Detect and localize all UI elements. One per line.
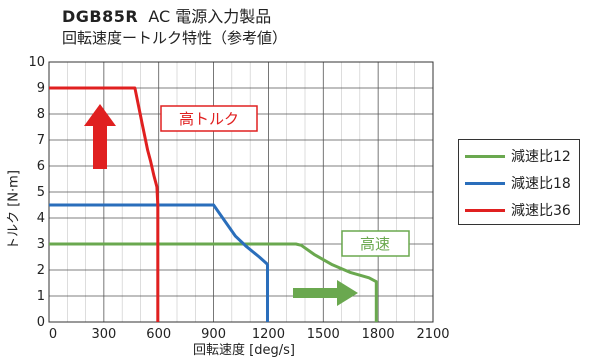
- legend-label-ratio12: 減速比12: [511, 149, 571, 165]
- y-tick-label: 0: [37, 315, 45, 330]
- high-speed-label-box: [341, 230, 410, 257]
- series-line-1: [49, 242, 378, 322]
- legend-label-ratio18: 減速比18: [511, 176, 571, 192]
- x-tick-label: 1200: [252, 327, 285, 342]
- y-tick-label: 10: [28, 55, 45, 70]
- model-name: DGB85R: [62, 7, 139, 26]
- legend-item-ratio18: 減速比18: [465, 171, 571, 195]
- y-tick-label: 7: [37, 133, 45, 148]
- x-tick-label: 300: [91, 327, 116, 342]
- legend-item-ratio12: 減速比12: [465, 144, 571, 168]
- y-tick-label: 6: [37, 159, 45, 174]
- high-torque-arrow: [84, 104, 116, 169]
- plot-frame: [48, 61, 434, 323]
- y-tick-label: 5: [37, 185, 45, 200]
- y-tick-label: 4: [37, 211, 45, 226]
- high-speed-arrow: [293, 280, 358, 306]
- y-tick-label: 2: [37, 263, 45, 278]
- chart-title: 回転速度ートルク特性（参考値）: [62, 29, 288, 47]
- high-torque-label: 高トルク: [179, 110, 239, 128]
- x-axis-label: 回転速度 [deg/s]: [193, 343, 295, 358]
- y-tick-label: 1: [37, 289, 45, 304]
- x-tick-label: 1500: [307, 327, 340, 342]
- x-tick-label: 0: [49, 327, 57, 342]
- high-speed-label: 高速: [360, 235, 390, 253]
- legend-swatch-ratio18: [465, 181, 505, 185]
- high-torque-label-box: [160, 105, 258, 132]
- legend-swatch-ratio12: [465, 154, 505, 158]
- model-subtitle: AC 電源入力製品: [148, 7, 272, 26]
- x-tick-label: 600: [146, 327, 171, 342]
- x-tick-label: 1800: [362, 327, 395, 342]
- legend: 減速比12 減速比18 減速比36: [458, 139, 580, 225]
- x-tick-label: 2100: [416, 327, 449, 342]
- y-tick-label: 9: [37, 81, 45, 96]
- series-lines: [49, 86, 378, 322]
- chart-title-line1: DGB85R AC 電源入力製品: [62, 7, 271, 27]
- y-tick-label: 8: [37, 107, 45, 122]
- legend-label-ratio36: 減速比36: [511, 203, 571, 219]
- legend-item-ratio36: 減速比36: [465, 198, 571, 222]
- series-line-2: [49, 203, 269, 322]
- legend-swatch-ratio36: [465, 208, 505, 212]
- y-tick-label: 3: [37, 237, 45, 252]
- x-tick-label: 900: [201, 327, 226, 342]
- tick-labels: 0 300 600 900 1200 1500 1800 2100 0 1 2 3 4 5 6 7 8 9 10: [28, 55, 449, 342]
- series-line-3: [49, 86, 160, 322]
